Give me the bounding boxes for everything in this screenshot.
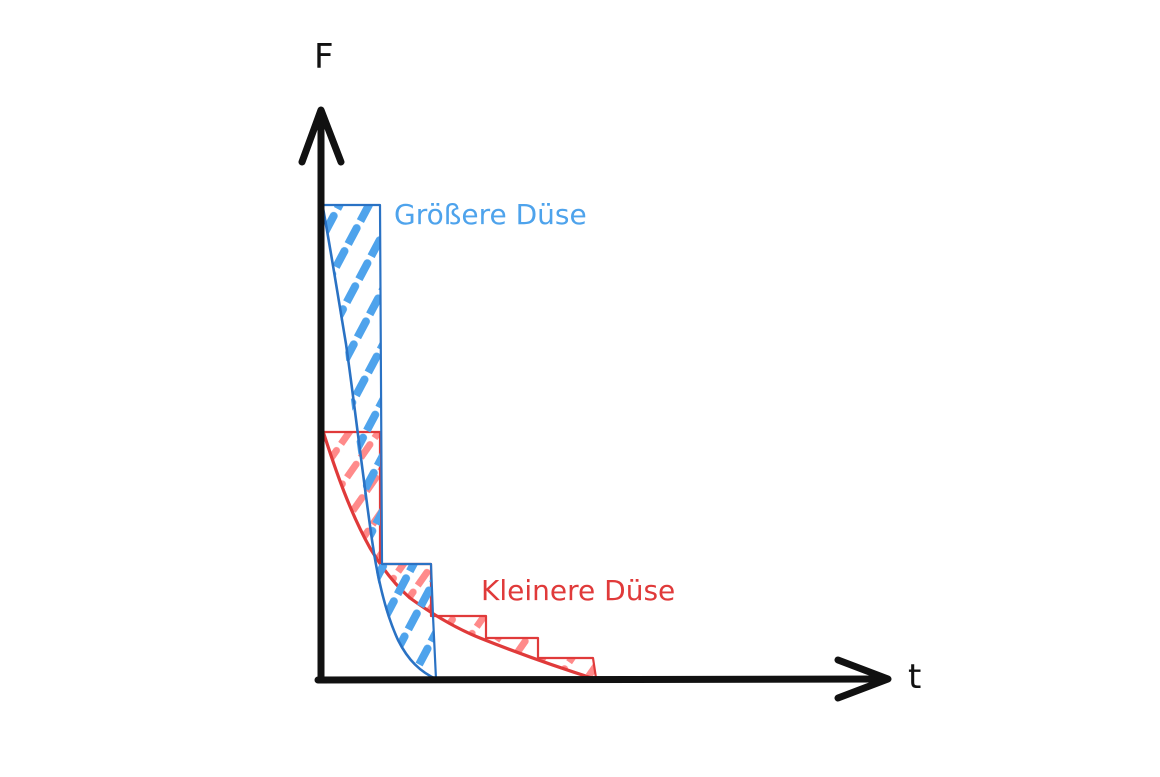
x-axis-arrowhead — [834, 656, 892, 702]
large-nozzle-steps — [322, 203, 438, 680]
large-nozzle-hatch-fill — [324, 206, 435, 678]
y-axis-label: F — [314, 37, 334, 77]
y-axis-arrowhead — [298, 106, 345, 166]
large-nozzle-curve — [321, 206, 440, 682]
x-axis-line — [314, 675, 888, 684]
x-axis-label: t — [908, 657, 921, 697]
small-nozzle-label: Kleinere Düse — [481, 574, 675, 607]
large-nozzle-area — [321, 203, 440, 682]
large-nozzle-label: Größere Düse — [394, 198, 587, 231]
axes — [298, 106, 892, 702]
